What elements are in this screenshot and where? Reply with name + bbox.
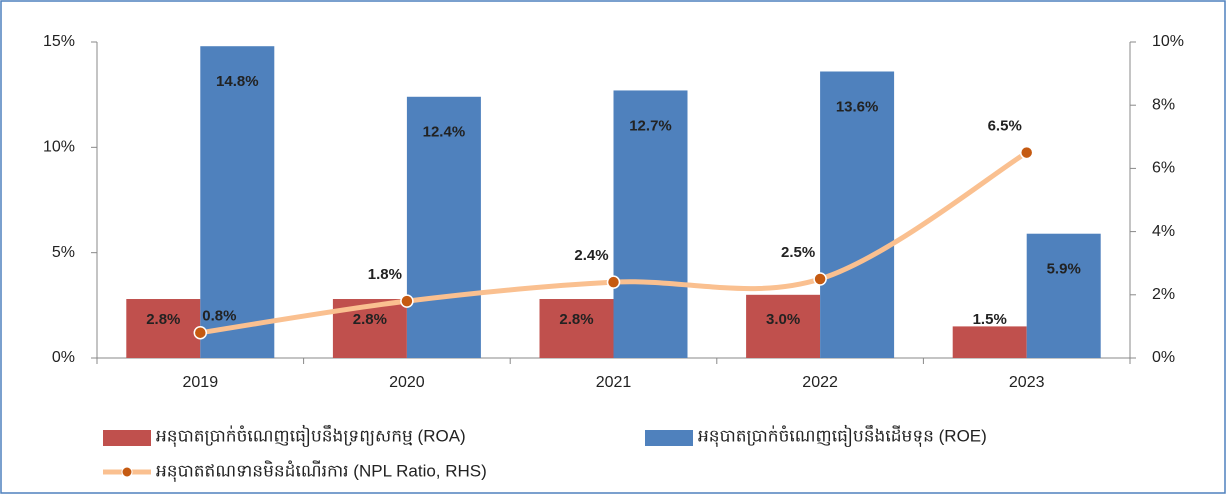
x-tick-label: 2022 [802, 374, 838, 391]
line-value-label: 6.5% [988, 118, 1022, 135]
line-marker [1019, 145, 1034, 160]
bar [1026, 233, 1101, 358]
legend-swatch [103, 430, 151, 446]
line-marker [193, 325, 208, 340]
x-tick-label: 2020 [389, 374, 425, 391]
bar [746, 294, 821, 358]
bar-value-label: 2.8% [146, 311, 180, 328]
bar [539, 299, 614, 358]
y2-tick-label: 6% [1152, 160, 1175, 177]
line-marker [606, 275, 621, 289]
bar [613, 90, 688, 358]
y2-tick-label: 0% [1152, 349, 1175, 366]
y-tick-label: 10% [43, 139, 75, 156]
bar-value-label: 14.8% [216, 73, 259, 90]
line-value-label: 2.4% [574, 247, 608, 264]
legend-swatch [645, 430, 693, 446]
bar [200, 46, 275, 359]
legend-label: អនុបាតប្រាក់ចំណេញធៀបនឹងទ្រព្យសកម្ម (ROA) [156, 424, 466, 447]
y2-tick-label: 4% [1152, 223, 1175, 240]
line-marker [400, 294, 414, 308]
y-tick-label: 5% [52, 244, 75, 261]
bar-value-label: 12.4% [423, 124, 466, 141]
bar-value-label: 3.0% [766, 311, 800, 328]
line-marker [813, 272, 827, 286]
legend-label: អនុបាតឥណទានមិនដំណើរការ (NPL Ratio, RHS) [156, 459, 487, 482]
bar [406, 96, 481, 359]
x-tick-label: 2023 [1009, 374, 1045, 391]
x-tick-label: 2019 [183, 374, 219, 391]
line-value-label: 1.8% [368, 266, 402, 283]
bar [820, 71, 895, 358]
bar-value-label: 13.6% [836, 98, 879, 115]
x-tick-label: 2021 [596, 374, 632, 391]
bar [126, 299, 201, 358]
y-tick-label: 0% [52, 349, 75, 366]
bar-value-label: 5.9% [1047, 261, 1081, 278]
legend-label: អនុបាតប្រាក់ចំណេញធៀបនឹងដើមទុន (ROE) [698, 424, 987, 447]
line-value-label: 2.5% [781, 244, 815, 261]
bar-value-label: 12.7% [629, 117, 672, 134]
y2-tick-label: 10% [1152, 33, 1184, 50]
bar-value-label: 2.8% [559, 311, 593, 328]
legend-marker [121, 466, 133, 478]
bar-value-label: 2.8% [353, 311, 387, 328]
bar-value-label: 1.5% [973, 311, 1007, 328]
y-tick-label: 15% [43, 33, 75, 50]
y2-tick-label: 8% [1152, 96, 1175, 113]
bar [952, 326, 1027, 358]
line-value-label: 0.8% [202, 308, 236, 325]
y2-tick-label: 2% [1152, 286, 1175, 303]
